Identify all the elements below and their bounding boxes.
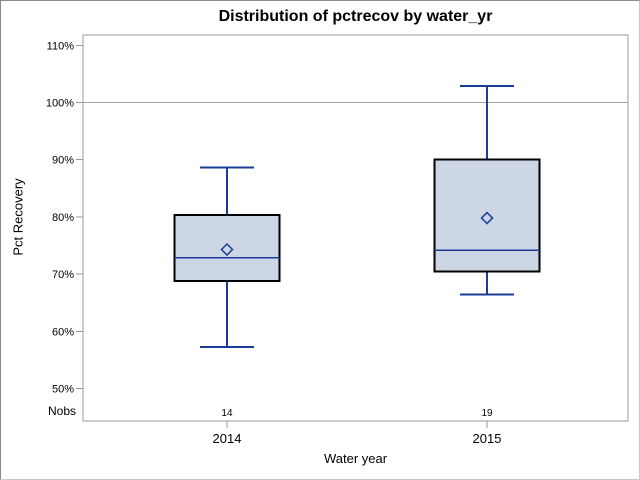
x-tick-label-2015: 2015 bbox=[473, 431, 502, 446]
nobs-row-label: Nobs bbox=[48, 404, 76, 418]
x-axis-title: Water year bbox=[323, 451, 388, 466]
box-2014 bbox=[173, 214, 281, 282]
x-tick-label-2014: 2014 bbox=[213, 431, 242, 446]
y-tick-label: 90% bbox=[52, 155, 74, 167]
mean-diamond-2014 bbox=[220, 242, 234, 257]
y-tick-label: 60% bbox=[52, 326, 74, 338]
y-tick-label: 50% bbox=[52, 384, 74, 396]
y-tick-label: 80% bbox=[52, 212, 74, 224]
plot-frame bbox=[82, 34, 629, 422]
nobs-value-2014: 14 bbox=[221, 408, 233, 419]
box-2015 bbox=[433, 158, 541, 273]
nobs-value-2015: 19 bbox=[481, 408, 493, 419]
mean-diamond-2015 bbox=[480, 211, 494, 225]
chart-title: Distribution of pctrecov by water_yr bbox=[218, 8, 493, 25]
y-tick-label: 100% bbox=[46, 98, 74, 110]
y-tick-label: 70% bbox=[52, 269, 74, 281]
y-tick-label: 110% bbox=[47, 40, 75, 52]
